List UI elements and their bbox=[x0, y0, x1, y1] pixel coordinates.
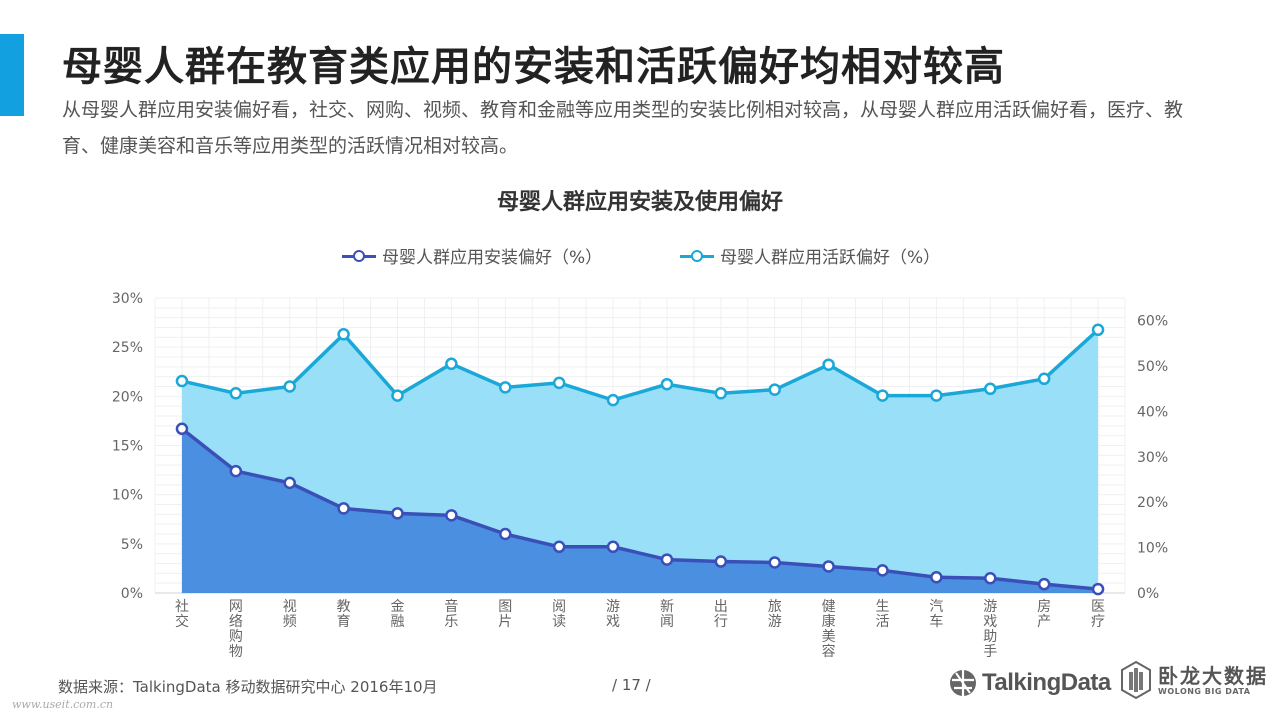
x-axis-category-label: 健康美容 bbox=[822, 599, 836, 660]
x-axis-category-label: 图片 bbox=[498, 599, 512, 630]
legend-item-install: 母婴人群应用安装偏好（%） bbox=[342, 243, 602, 268]
x-axis-category-label: 房产 bbox=[1037, 599, 1051, 630]
x-axis-category-label: 音乐 bbox=[444, 598, 458, 630]
active-point bbox=[1037, 372, 1051, 386]
right-axis-tick-label: 20% bbox=[1137, 495, 1168, 511]
left-axis-tick-label: 20% bbox=[112, 389, 143, 405]
install-point bbox=[714, 555, 728, 568]
accent-bar bbox=[0, 34, 24, 116]
install-point bbox=[391, 507, 404, 520]
legend-item-active: 母婴人群应用活跃偏好（%） bbox=[680, 243, 940, 268]
legend-swatch-active bbox=[680, 249, 714, 263]
x-axis-category-label: 游戏助手 bbox=[983, 599, 997, 660]
install-point bbox=[822, 560, 835, 573]
watermark: www.useit.com.cn bbox=[12, 698, 114, 711]
talkingdata-logo: TalkingData bbox=[948, 668, 1111, 698]
active-point bbox=[283, 380, 296, 393]
active-point bbox=[337, 328, 350, 341]
wolong-logo-en: WOLONG BIG DATA bbox=[1158, 686, 1251, 696]
page-title: 母婴人群在教育类应用的安装和活跃偏好均相对较高 bbox=[62, 44, 1005, 90]
active-point bbox=[876, 389, 889, 402]
x-axis-category-label: 视频 bbox=[283, 599, 297, 630]
install-point bbox=[175, 422, 189, 436]
talkingdata-logo-icon bbox=[950, 670, 976, 696]
active-line bbox=[181, 328, 1100, 402]
legend-swatch-install bbox=[342, 249, 376, 263]
page-number: / 17 / bbox=[612, 676, 651, 694]
install-point bbox=[552, 540, 566, 554]
x-axis-category-label: 网络购物 bbox=[229, 599, 243, 660]
data-source: 数据来源：TalkingData 移动数据研究中心 2016年10月 bbox=[58, 678, 438, 696]
x-axis-category-label: 新闻 bbox=[660, 599, 674, 630]
install-point bbox=[876, 564, 889, 577]
right-axis-tick-label: 40% bbox=[1137, 404, 1168, 420]
active-point bbox=[391, 389, 404, 402]
x-axis-category-label: 社交 bbox=[175, 599, 189, 630]
install-point bbox=[337, 502, 350, 515]
active-point bbox=[175, 374, 189, 388]
left-axis-tick-label: 25% bbox=[112, 340, 143, 356]
active-point bbox=[768, 383, 781, 396]
left-axis-tick-label: 0% bbox=[121, 586, 143, 602]
wolong-logo: 卧龙大数据 WOLONG BIG DATA bbox=[1120, 660, 1268, 700]
legend-label-install: 母婴人群应用安装偏好（%） bbox=[382, 248, 603, 268]
install-point bbox=[768, 556, 781, 569]
left-axis-tick-label: 15% bbox=[112, 439, 143, 455]
legend-label-active: 母婴人群应用活跃偏好（%） bbox=[720, 248, 941, 268]
wolong-logo-cn: 卧龙大数据 bbox=[1158, 663, 1268, 688]
x-axis-category-label: 金融 bbox=[391, 599, 405, 630]
install-point bbox=[660, 553, 674, 566]
chart-legend: 母婴人群应用安装偏好（%） 母婴人群应用活跃偏好（%） bbox=[0, 243, 1280, 269]
active-point bbox=[229, 387, 243, 400]
page-subtitle: 从母婴人群应用安装偏好看，社交、网购、视频、教育和金融等应用类型的安装比例相对较… bbox=[62, 99, 1184, 157]
x-axis-category-label: 游戏 bbox=[606, 599, 620, 630]
x-axis-category-label: 旅游 bbox=[768, 599, 782, 630]
active-point bbox=[1091, 323, 1105, 337]
left-axis-tick-label: 30% bbox=[112, 291, 143, 307]
left-axis-tick-label: 5% bbox=[121, 537, 143, 553]
install-area bbox=[181, 428, 1099, 593]
install-point bbox=[1091, 582, 1105, 596]
x-axis-category-label: 医疗 bbox=[1091, 599, 1105, 630]
install-point bbox=[1037, 577, 1051, 591]
right-axis-tick-label: 0% bbox=[1137, 586, 1159, 602]
active-point bbox=[552, 376, 566, 390]
active-point bbox=[984, 382, 997, 396]
x-axis-category-label: 阅读 bbox=[552, 599, 566, 630]
active-point bbox=[606, 393, 620, 407]
left-axis-tick-label: 10% bbox=[112, 488, 143, 504]
install-point bbox=[229, 464, 243, 478]
active-point bbox=[930, 389, 943, 402]
install-point bbox=[499, 527, 512, 541]
x-axis-category-label: 生活 bbox=[876, 599, 890, 630]
right-axis-tick-label: 10% bbox=[1137, 541, 1168, 557]
x-axis-category-label: 教育 bbox=[337, 599, 351, 630]
install-line bbox=[180, 427, 1099, 591]
x-axis-category-label: 出行 bbox=[714, 599, 728, 630]
active-point bbox=[660, 377, 674, 391]
install-point bbox=[984, 572, 997, 585]
active-point bbox=[499, 381, 512, 394]
install-point bbox=[445, 509, 458, 522]
right-axis-tick-label: 60% bbox=[1137, 314, 1168, 330]
install-point bbox=[606, 540, 620, 554]
right-axis-tick-label: 50% bbox=[1137, 359, 1168, 375]
x-axis-category-label: 汽车 bbox=[929, 599, 943, 630]
active-point bbox=[445, 357, 458, 371]
install-point bbox=[930, 571, 943, 584]
talkingdata-logo-text: TalkingData bbox=[982, 669, 1111, 696]
active-point bbox=[822, 358, 835, 371]
active-point bbox=[714, 387, 728, 400]
chart-title: 母婴人群应用安装及使用偏好 bbox=[496, 190, 783, 215]
install-point bbox=[283, 476, 296, 490]
wolong-logo-icon bbox=[1121, 660, 1151, 700]
right-axis-tick-label: 30% bbox=[1137, 450, 1168, 466]
